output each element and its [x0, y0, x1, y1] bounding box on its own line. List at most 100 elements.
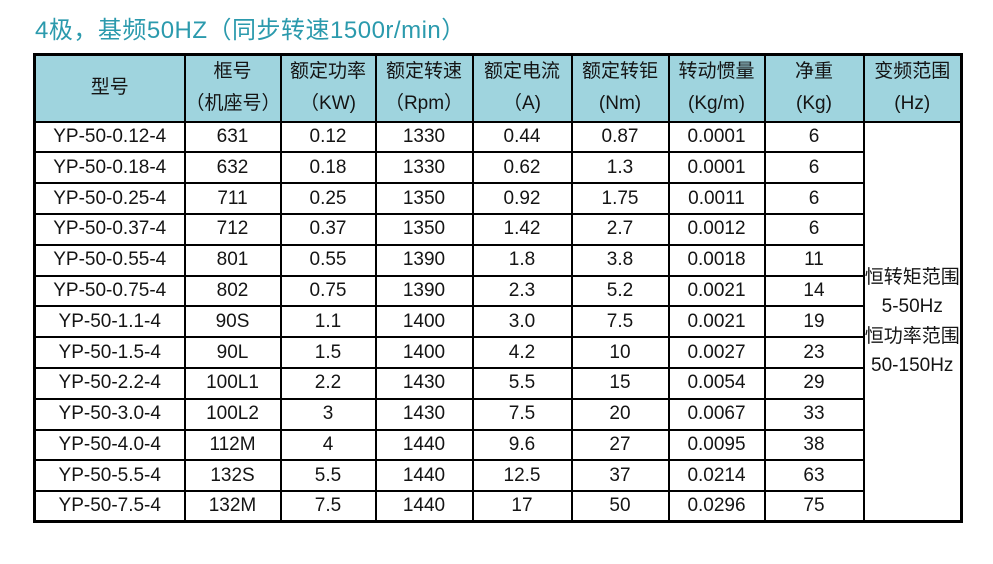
- header-rated-current-label: 额定电流: [483, 61, 560, 82]
- table-cell: 2.3: [471, 274, 573, 308]
- table-cell: 12.5: [471, 459, 573, 493]
- table-row: YP-50-5.5-4 132S 5.5 1440 12.5 37 0.0214 63: [33, 459, 962, 493]
- header-model: 型号: [33, 53, 186, 123]
- table-cell: 90S: [183, 305, 282, 339]
- page: 4极，基频50HZ（同步转速1500r/min） 型号 框号 （机座号） 额定功…: [33, 17, 963, 524]
- table-cell: 7.5: [471, 397, 573, 431]
- table-cell: 19: [763, 305, 865, 339]
- table-cell: 2.7: [570, 212, 670, 246]
- table-cell: 1.8: [471, 243, 573, 277]
- table-cell: 112M: [183, 428, 282, 462]
- table-cell: YP-50-0.25-4: [33, 182, 186, 215]
- freq-range-cell: 恒转矩范围 5-50Hz 恒功率范围 50-150Hz: [862, 120, 963, 523]
- table-cell: 0.87: [570, 120, 670, 154]
- table-cell: 631: [183, 120, 282, 154]
- table-cell: 0.92: [471, 182, 573, 215]
- table-cell: 801: [183, 243, 282, 277]
- table-cell: 0.0021: [667, 274, 766, 308]
- table-cell: 712: [183, 212, 282, 246]
- table-cell: 711: [183, 182, 282, 215]
- table-cell: 0.12: [279, 120, 377, 154]
- header-frame-unit: （机座号）: [185, 93, 281, 115]
- table-cell: 6: [763, 120, 865, 154]
- table-cell: 1330: [374, 120, 474, 154]
- table-cell: 1350: [374, 212, 474, 246]
- table-cell: 2.2: [279, 366, 377, 400]
- table-cell: 1.75: [570, 182, 670, 215]
- table-cell: 63: [763, 459, 865, 493]
- table-cell: 5.5: [471, 366, 573, 400]
- header-moment-of-inertia-label: 转动惯量: [678, 61, 755, 82]
- table-cell: YP-50-7.5-4: [33, 490, 186, 523]
- freq-range-line: 5-50Hz: [881, 296, 943, 318]
- table-cell: 0.0011: [667, 182, 766, 215]
- table-cell: 802: [183, 274, 282, 308]
- table-cell: 1400: [374, 305, 474, 339]
- table-cell: YP-50-2.2-4: [33, 366, 186, 400]
- freq-range-line: 恒转矩范围: [864, 266, 960, 288]
- table-cell: 0.0067: [667, 397, 766, 431]
- table-cell: 0.0054: [667, 366, 766, 400]
- motor-spec-table: 型号 框号 （机座号） 额定功率 （KW) 额定转速 （Rpm） 额定电流: [33, 53, 963, 524]
- table-cell: 1.5: [279, 336, 377, 369]
- table-cell: 1400: [374, 336, 474, 369]
- table-cell: 0.0027: [667, 336, 766, 369]
- table-cell: 0.0214: [667, 459, 766, 493]
- table-cell: 0.0095: [667, 428, 766, 462]
- header-rated-power: 额定功率 （KW): [279, 53, 377, 123]
- table-cell: 11: [763, 243, 865, 277]
- table-cell: YP-50-1.1-4: [33, 305, 186, 339]
- header-rated-speed-unit: （Rpm）: [384, 93, 464, 115]
- table-cell: 5.2: [570, 274, 670, 308]
- table-body: YP-50-0.12-4 631 0.12 1330 0.44 0.87 0.0001 6 恒转…: [33, 120, 963, 523]
- table-cell: 37: [570, 459, 670, 493]
- table-row: YP-50-0.55-4 801 0.55 1390 1.8 3.8 0.0018 11: [33, 243, 962, 277]
- table-cell: 3.0: [471, 305, 573, 339]
- table-cell: 90L: [183, 336, 282, 369]
- header-frequency-range-label: 变频范围: [874, 61, 951, 82]
- table-cell: 6: [763, 212, 865, 246]
- table-cell: 6: [763, 151, 865, 185]
- table-cell: YP-50-0.12-4: [33, 120, 186, 154]
- table-cell: 9.6: [471, 428, 573, 462]
- header-row: 型号 框号 （机座号） 额定功率 （KW) 额定转速 （Rpm） 额定电流: [33, 53, 963, 123]
- table-cell: 100L1: [183, 366, 282, 400]
- table-cell: 1430: [374, 366, 474, 400]
- table-cell: 1330: [374, 151, 474, 185]
- header-rated-torque: 额定转钜 (Nm): [570, 53, 670, 123]
- table-cell: 33: [763, 397, 865, 431]
- freq-range-line: 恒功率范围: [864, 325, 960, 347]
- header-rated-torque-unit: (Nm): [598, 93, 642, 115]
- table-cell: 4: [279, 428, 377, 462]
- table-cell: 75: [763, 490, 865, 523]
- table-cell: 1440: [374, 428, 474, 462]
- table-cell: YP-50-0.37-4: [33, 212, 186, 246]
- header-frame-label: 框号: [213, 61, 252, 82]
- table-cell: 0.75: [279, 274, 377, 308]
- table-cell: 1430: [374, 397, 474, 431]
- table-cell: 0.0018: [667, 243, 766, 277]
- table-cell: 1440: [374, 459, 474, 493]
- table-cell: 0.37: [279, 212, 377, 246]
- table-cell: 0.0001: [667, 120, 766, 154]
- table-cell: 6: [763, 182, 865, 215]
- header-model-label: 型号: [90, 77, 129, 99]
- table-cell: YP-50-4.0-4: [33, 428, 186, 462]
- table-cell: 1.3: [570, 151, 670, 185]
- table-cell: 1390: [374, 274, 474, 308]
- table-cell: 38: [763, 428, 865, 462]
- table-cell: 0.55: [279, 243, 377, 277]
- header-frame: 框号 （机座号）: [183, 53, 282, 123]
- header-rated-power-label: 额定功率: [289, 61, 366, 82]
- table-row: YP-50-4.0-4 112M 4 1440 9.6 27 0.0095 38: [33, 428, 962, 462]
- table-row: YP-50-1.5-4 90L 1.5 1400 4.2 10 0.0027 23: [33, 336, 962, 369]
- table-cell: 0.0296: [667, 490, 766, 523]
- page-title: 4极，基频50HZ（同步转速1500r/min）: [35, 17, 466, 44]
- table-row: YP-50-7.5-4 132M 7.5 1440 17 50 0.0296 75: [33, 490, 962, 523]
- table-cell: 1.42: [471, 212, 573, 246]
- table-cell: 632: [183, 151, 282, 185]
- table-cell: 5.5: [279, 459, 377, 493]
- table-cell: 17: [471, 490, 573, 523]
- table-cell: YP-50-0.75-4: [33, 274, 186, 308]
- freq-range-line: 50-150Hz: [871, 354, 954, 376]
